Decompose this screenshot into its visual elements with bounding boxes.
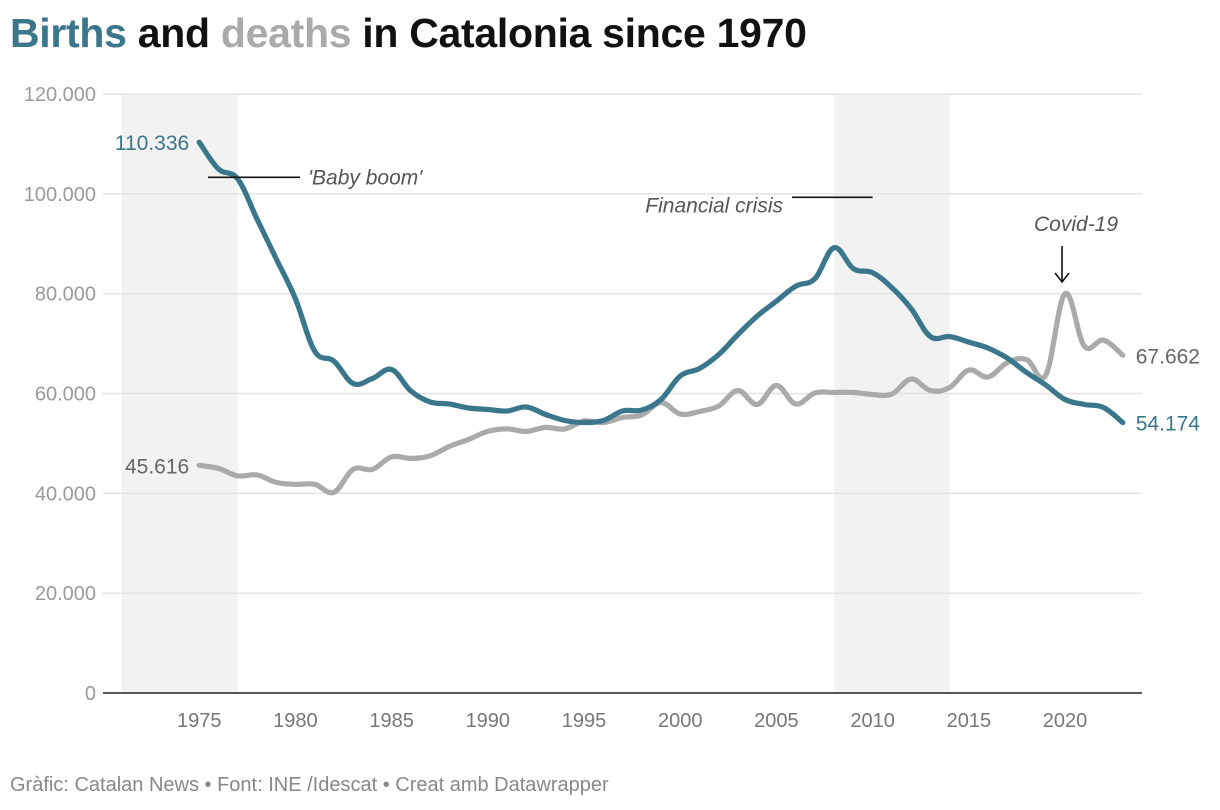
deaths-end-label: 67.662 [1136,345,1200,368]
x-tick-label: 2010 [850,710,895,732]
title-and: and [126,10,221,56]
y-axis-ticks: 0 20.000 40.000 60.000 80.000 100.000 120.000 [24,84,96,705]
y-tick-label: 80.000 [35,284,96,306]
series-lines [196,139,1126,496]
y-tick-label: 40.000 [35,483,96,505]
deaths-line [196,291,1126,496]
births-line [196,139,1126,426]
source-footer: Gràfic: Catalan News • Font: INE /Idesca… [10,774,609,796]
y-tick-label: 0 [85,683,96,705]
chart-title: Births and deaths in Catalonia since 197… [10,10,807,57]
births-end-label: 54.174 [1136,413,1201,436]
title-deaths: deaths [220,10,352,56]
x-tick-label: 1990 [466,710,511,732]
covid-annotation: Covid-19 [1034,213,1118,236]
x-tick-label: 1985 [369,710,414,732]
x-axis-ticks: 1975 1980 1985 1990 1995 2000 2005 2010 2015 2020 [177,710,1087,732]
financial-crisis-annotation: Financial crisis [645,194,783,217]
series-value-labels: 45.616 67.662 110.336 54.174 [115,132,1200,478]
title-rest: in Catalonia since 1970 [351,10,807,56]
deaths-start-label: 45.616 [125,455,189,478]
x-tick-label: 1975 [177,710,222,732]
baby-boom-annotation: 'Baby boom' [308,166,423,189]
y-tick-label: 120.000 [24,84,96,106]
y-tick-label: 60.000 [35,384,96,406]
x-tick-label: 2000 [658,710,703,732]
annotations: 'Baby boom' Financial crisis Covid-19 [208,166,1118,284]
x-tick-label: 1995 [562,710,607,732]
title-births: Births [10,10,127,56]
gridlines [103,93,1142,594]
x-tick-label: 2015 [947,710,992,732]
y-tick-label: 20.000 [35,583,96,605]
x-tick-label: 2020 [1043,710,1088,732]
x-tick-label: 2005 [754,710,799,732]
births-start-label: 110.336 [115,132,189,155]
x-tick-label: 1980 [273,710,318,732]
y-tick-label: 100.000 [24,184,96,206]
covid-arrow-head [1054,272,1070,284]
